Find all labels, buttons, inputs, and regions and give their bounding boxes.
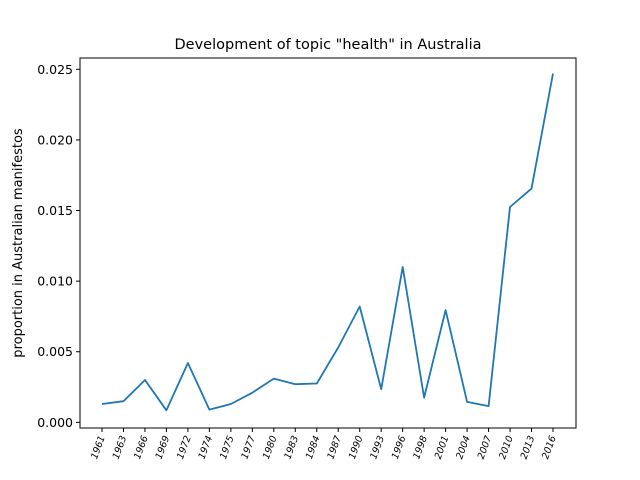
- x-tick-label: 1993: [368, 434, 387, 460]
- x-tick-label: 1987: [325, 434, 344, 460]
- x-tick-label: 1998: [411, 434, 430, 460]
- x-tick-label: 2013: [519, 434, 538, 460]
- x-tick-label: 2007: [476, 434, 495, 460]
- series-group: [101, 73, 554, 412]
- plot-area-frame: [79, 57, 577, 429]
- y-tick-label: 0.020: [37, 132, 73, 147]
- x-tick-label: 2004: [454, 434, 473, 460]
- x-tick-label: 1990: [347, 434, 366, 460]
- y-tick-label: 0.000: [37, 415, 73, 430]
- y-tick-label: 0.025: [37, 62, 73, 77]
- x-tick-label: 1974: [197, 434, 216, 460]
- x-tick-label: 2010: [497, 434, 516, 460]
- x-tick-label: 1996: [390, 434, 409, 460]
- x-tick-label: 2001: [433, 434, 452, 460]
- x-tick-label: 1966: [132, 434, 151, 460]
- series-line-0: [101, 73, 554, 412]
- y-tick-label: 0.015: [37, 203, 73, 218]
- x-tick-label: 1983: [282, 434, 301, 460]
- y-tick-label: 0.010: [37, 274, 73, 289]
- y-axis-label: proportion in Australian manifestos: [11, 128, 26, 358]
- y-tick-label: 0.005: [37, 344, 73, 359]
- chart-title: Development of topic "health" in Austral…: [175, 37, 482, 53]
- x-tick-label: 1963: [111, 434, 130, 460]
- x-tick-label: 1969: [154, 434, 173, 460]
- x-tick-label: 1975: [218, 434, 237, 460]
- x-tick-label: 1980: [261, 434, 280, 460]
- x-axis: 1961 1963 1966 1969 1972 1974 1975 1977 1980 1983…: [89, 428, 559, 461]
- x-tick-label: 1984: [304, 434, 323, 460]
- x-tick-label: 1961: [89, 434, 108, 460]
- y-axis: 0.000 0.005 0.010 0.015 0.020 0.025: [37, 62, 80, 430]
- x-tick-label: 1977: [240, 434, 259, 460]
- x-tick-label: 1972: [175, 434, 194, 460]
- x-tick-label: 2016: [540, 434, 559, 460]
